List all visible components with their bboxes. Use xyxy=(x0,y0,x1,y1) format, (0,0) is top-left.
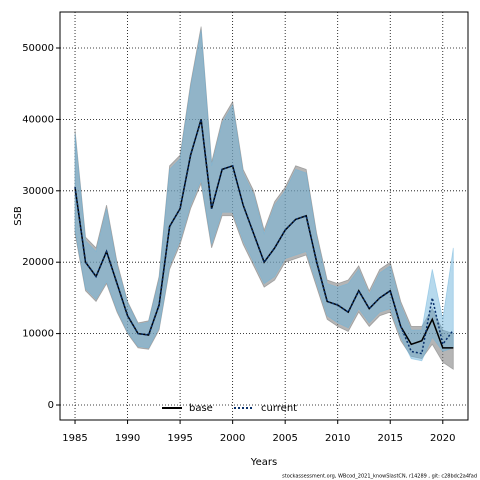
series-line xyxy=(74,119,454,355)
x-tick-label: 2010 xyxy=(325,433,350,444)
legend-label: current xyxy=(261,403,297,414)
plot-frame xyxy=(59,11,469,421)
x-tick-label: 2005 xyxy=(272,433,297,444)
x-tick-label: 2015 xyxy=(378,433,403,444)
x-tick-label: 1985 xyxy=(62,433,87,444)
y-tick-label: 0 xyxy=(48,400,54,411)
y-tick-label: 30000 xyxy=(22,186,54,197)
y-tick-label: 20000 xyxy=(22,257,54,268)
x-axis-label: Years xyxy=(250,457,277,468)
x-tick-label: 2000 xyxy=(220,433,245,444)
confidence-band xyxy=(74,30,454,362)
footnote: stockassessment.org, WBcod_2021_knowSlas… xyxy=(282,474,477,480)
y-axis-label: SSB xyxy=(13,206,24,226)
y-tick-label: 10000 xyxy=(22,329,54,340)
x-tick-label: 1995 xyxy=(167,433,192,444)
legend-label: base xyxy=(189,403,213,414)
y-tick-label: 50000 xyxy=(22,43,54,54)
y-tick-label: 40000 xyxy=(22,114,54,125)
x-tick-label: 1990 xyxy=(115,433,140,444)
x-tick-label: 2020 xyxy=(430,433,455,444)
